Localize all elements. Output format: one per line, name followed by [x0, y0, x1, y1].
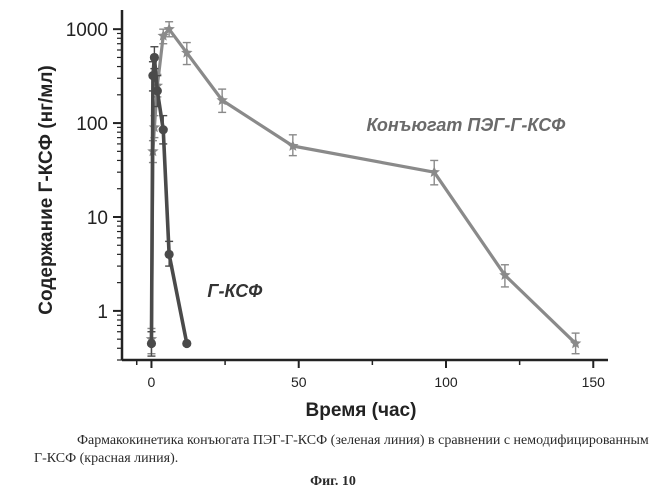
labels-layer: Время (час) Содержание Г-КСФ (нг/мл) Конъю… — [36, 65, 565, 421]
series-gcsf — [147, 47, 192, 356]
x-tick-label: 150 — [582, 374, 606, 390]
y-axis-title: Содержание Г-КСФ (нг/мл) — [36, 65, 57, 314]
y-tick-label: 10 — [87, 208, 108, 229]
data-point — [148, 71, 157, 80]
data-point — [159, 125, 168, 134]
data-point — [182, 339, 191, 348]
figure-number: Фиг. 10 — [0, 474, 666, 490]
x-tick-label: 50 — [291, 374, 307, 390]
x-tick-label: 0 — [148, 374, 156, 390]
axes: 0 50 100 150 1 10 100 1000 — [66, 10, 608, 390]
y-tick-label: 100 — [76, 114, 108, 135]
figure-caption: Фармакокинетика конъюгата ПЭГ-Г-КСФ (зел… — [34, 432, 664, 468]
data-point — [150, 53, 159, 62]
annotation-peg-conjugate: Конъюгат ПЭГ-Г-КСФ — [366, 115, 565, 135]
data-point — [165, 250, 174, 259]
data-point — [153, 86, 162, 95]
pharmacokinetics-chart: 0 50 100 150 1 10 100 1000 Время (час) Содержани… — [0, 0, 666, 430]
series-layer — [146, 22, 582, 356]
chart-svg: 0 50 100 150 1 10 100 1000 Время (час) Содержани… — [0, 0, 666, 430]
x-axis-title: Время (час) — [306, 400, 417, 421]
y-tick-label: 1 — [97, 302, 108, 323]
x-tick-label: 100 — [434, 374, 458, 390]
annotation-gcsf: Г-КСФ — [207, 281, 262, 301]
data-point — [147, 339, 156, 348]
series-peg-conjugate — [146, 22, 582, 354]
y-tick-label: 1000 — [66, 20, 108, 41]
